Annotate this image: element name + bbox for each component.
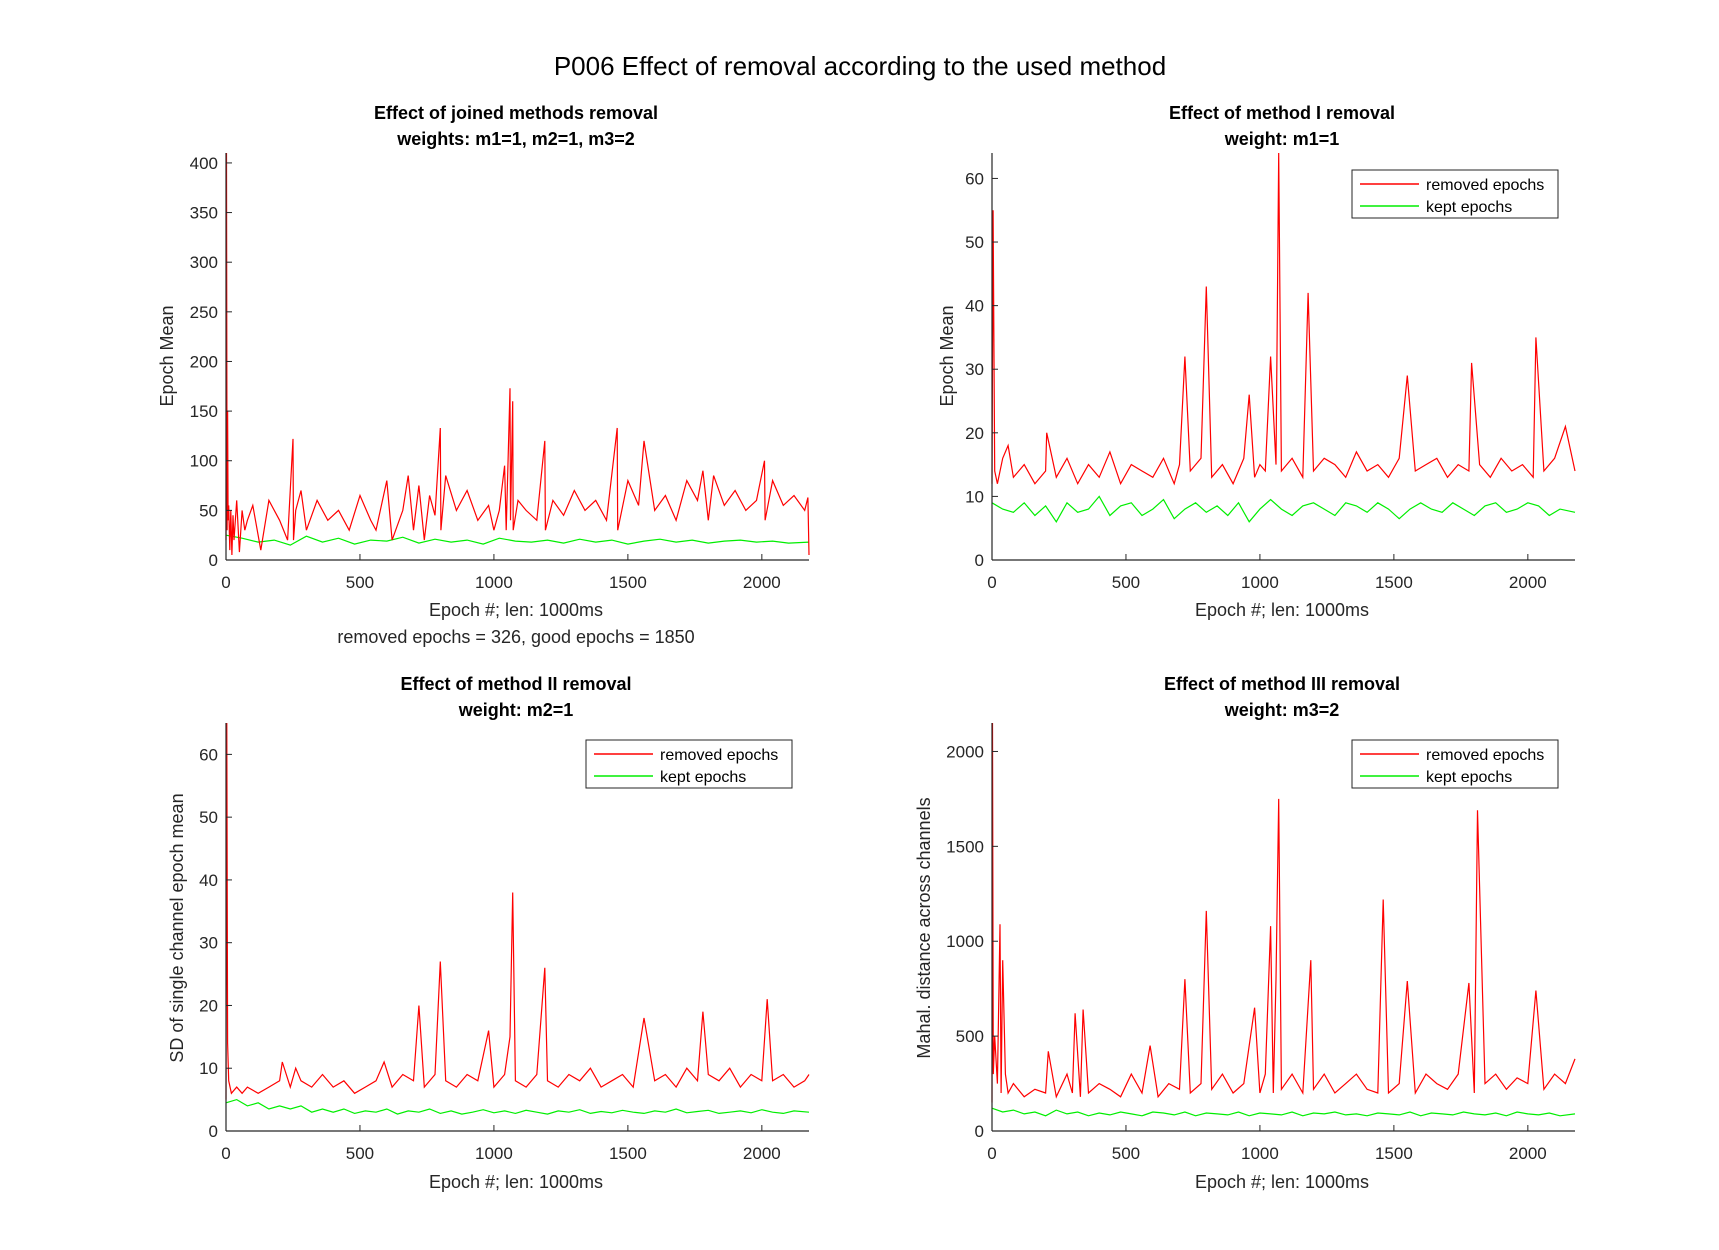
x-tick-label: 1500 [1375,573,1413,592]
y-tick-label: 50 [199,501,218,520]
chart-panel-method-I: Effect of method I removal weight: m1=1 … [937,103,1576,620]
legend-box [1351,169,1559,219]
legend: removed epochs kept epochs [585,739,793,789]
x-tick-label: 1000 [1241,573,1279,592]
x-tick-label: 2000 [1509,573,1547,592]
y-tick-label: 30 [199,934,218,953]
y-tick-label: 500 [956,1027,984,1046]
y-tick-label: 400 [190,154,218,173]
y-tick-label: 150 [190,402,218,421]
y-tick-label: 50 [965,233,984,252]
x-tick-label: 500 [1112,573,1140,592]
chart-title-line1: Effect of method I removal [1169,103,1395,123]
x-tick-label: 1500 [1375,1144,1413,1163]
x-tick-label: 2000 [743,573,781,592]
y-tick-label: 20 [199,996,218,1015]
y-axis-label: Mahal. distance across channels [914,797,934,1058]
y-axis-label: SD of single channel epoch mean [167,793,187,1062]
x-tick-label: 500 [346,1144,374,1163]
series-line-kept [225,534,810,546]
x-tick-label: 2000 [743,1144,781,1163]
legend-label-kept: kept epochs [1426,769,1512,786]
x-axis-label: Epoch #; len: 1000ms [429,600,603,620]
y-tick-label: 40 [965,297,984,316]
series-line-kept [991,495,1576,523]
y-tick-label: 0 [209,551,218,570]
x-tick-label: 1500 [609,573,647,592]
legend-label-removed: removed epochs [660,747,778,764]
y-tick-label: 20 [965,424,984,443]
chart-title-line1: Effect of joined methods removal [374,103,658,123]
x-tick-label: 1000 [1241,1144,1279,1163]
series-line-removed [991,722,1576,1103]
y-tick-label: 100 [190,452,218,471]
chart-panel-method-III: Effect of method III removal weight: m3=… [914,674,1576,1192]
x-axis-label: Epoch #; len: 1000ms [1195,600,1369,620]
series-line-removed [225,722,810,1100]
y-tick-label: 200 [190,352,218,371]
x-tick-label: 500 [346,573,374,592]
y-tick-label: 1500 [946,837,984,856]
x-tick-label: 0 [987,1144,996,1163]
chart-title-line1: Effect of method II removal [400,674,631,694]
chart-panel-method-II: Effect of method II removal weight: m2=1… [167,674,810,1192]
series-line-removed [225,152,810,556]
y-tick-label: 30 [965,360,984,379]
y-tick-label: 2000 [946,742,984,761]
chart-title-line1: Effect of method III removal [1164,674,1400,694]
figure-title: P006 Effect of removal according to the … [554,51,1166,81]
y-tick-label: 50 [199,808,218,827]
y-tick-label: 0 [209,1122,218,1141]
x-tick-label: 0 [221,1144,230,1163]
legend-label-removed: removed epochs [1426,177,1544,194]
legend-label-removed: removed epochs [1426,747,1544,764]
y-tick-label: 40 [199,871,218,890]
series-line-kept [991,1107,1576,1117]
y-axis-label: Epoch Mean [157,305,177,406]
series-line-removed [991,152,1576,486]
x-axis-sublabel: removed epochs = 326, good epochs = 1850 [337,627,694,647]
y-axis-label: Epoch Mean [937,305,957,406]
chart-panel-joined-methods: Effect of joined methods removal weights… [157,103,810,647]
legend: removed epochs kept epochs [1351,739,1559,789]
y-tick-label: 350 [190,204,218,223]
x-tick-label: 0 [987,573,996,592]
y-tick-label: 1000 [946,932,984,951]
x-axis-label: Epoch #; len: 1000ms [429,1172,603,1192]
chart-title-line2: weight: m2=1 [458,700,574,720]
y-tick-label: 0 [975,1122,984,1141]
y-tick-label: 10 [199,1059,218,1078]
x-tick-label: 1500 [609,1144,647,1163]
y-tick-label: 60 [199,745,218,764]
x-tick-label: 0 [221,573,230,592]
chart-title-line2: weight: m3=2 [1224,700,1340,720]
legend-box [585,739,793,789]
legend-label-kept: kept epochs [1426,199,1512,216]
series-line-kept [225,1098,810,1115]
chart-title-line2: weights: m1=1, m2=1, m3=2 [396,129,635,149]
y-tick-label: 250 [190,303,218,322]
x-tick-label: 500 [1112,1144,1140,1163]
x-axis-label: Epoch #; len: 1000ms [1195,1172,1369,1192]
y-tick-label: 10 [965,487,984,506]
y-tick-label: 300 [190,253,218,272]
legend: removed epochs kept epochs [1351,169,1559,219]
legend-label-kept: kept epochs [660,769,746,786]
y-tick-label: 0 [975,551,984,570]
x-tick-label: 2000 [1509,1144,1547,1163]
legend-box [1351,739,1559,789]
x-tick-label: 1000 [475,573,513,592]
x-tick-label: 1000 [475,1144,513,1163]
chart-title-line2: weight: m1=1 [1224,129,1340,149]
y-tick-label: 60 [965,169,984,188]
